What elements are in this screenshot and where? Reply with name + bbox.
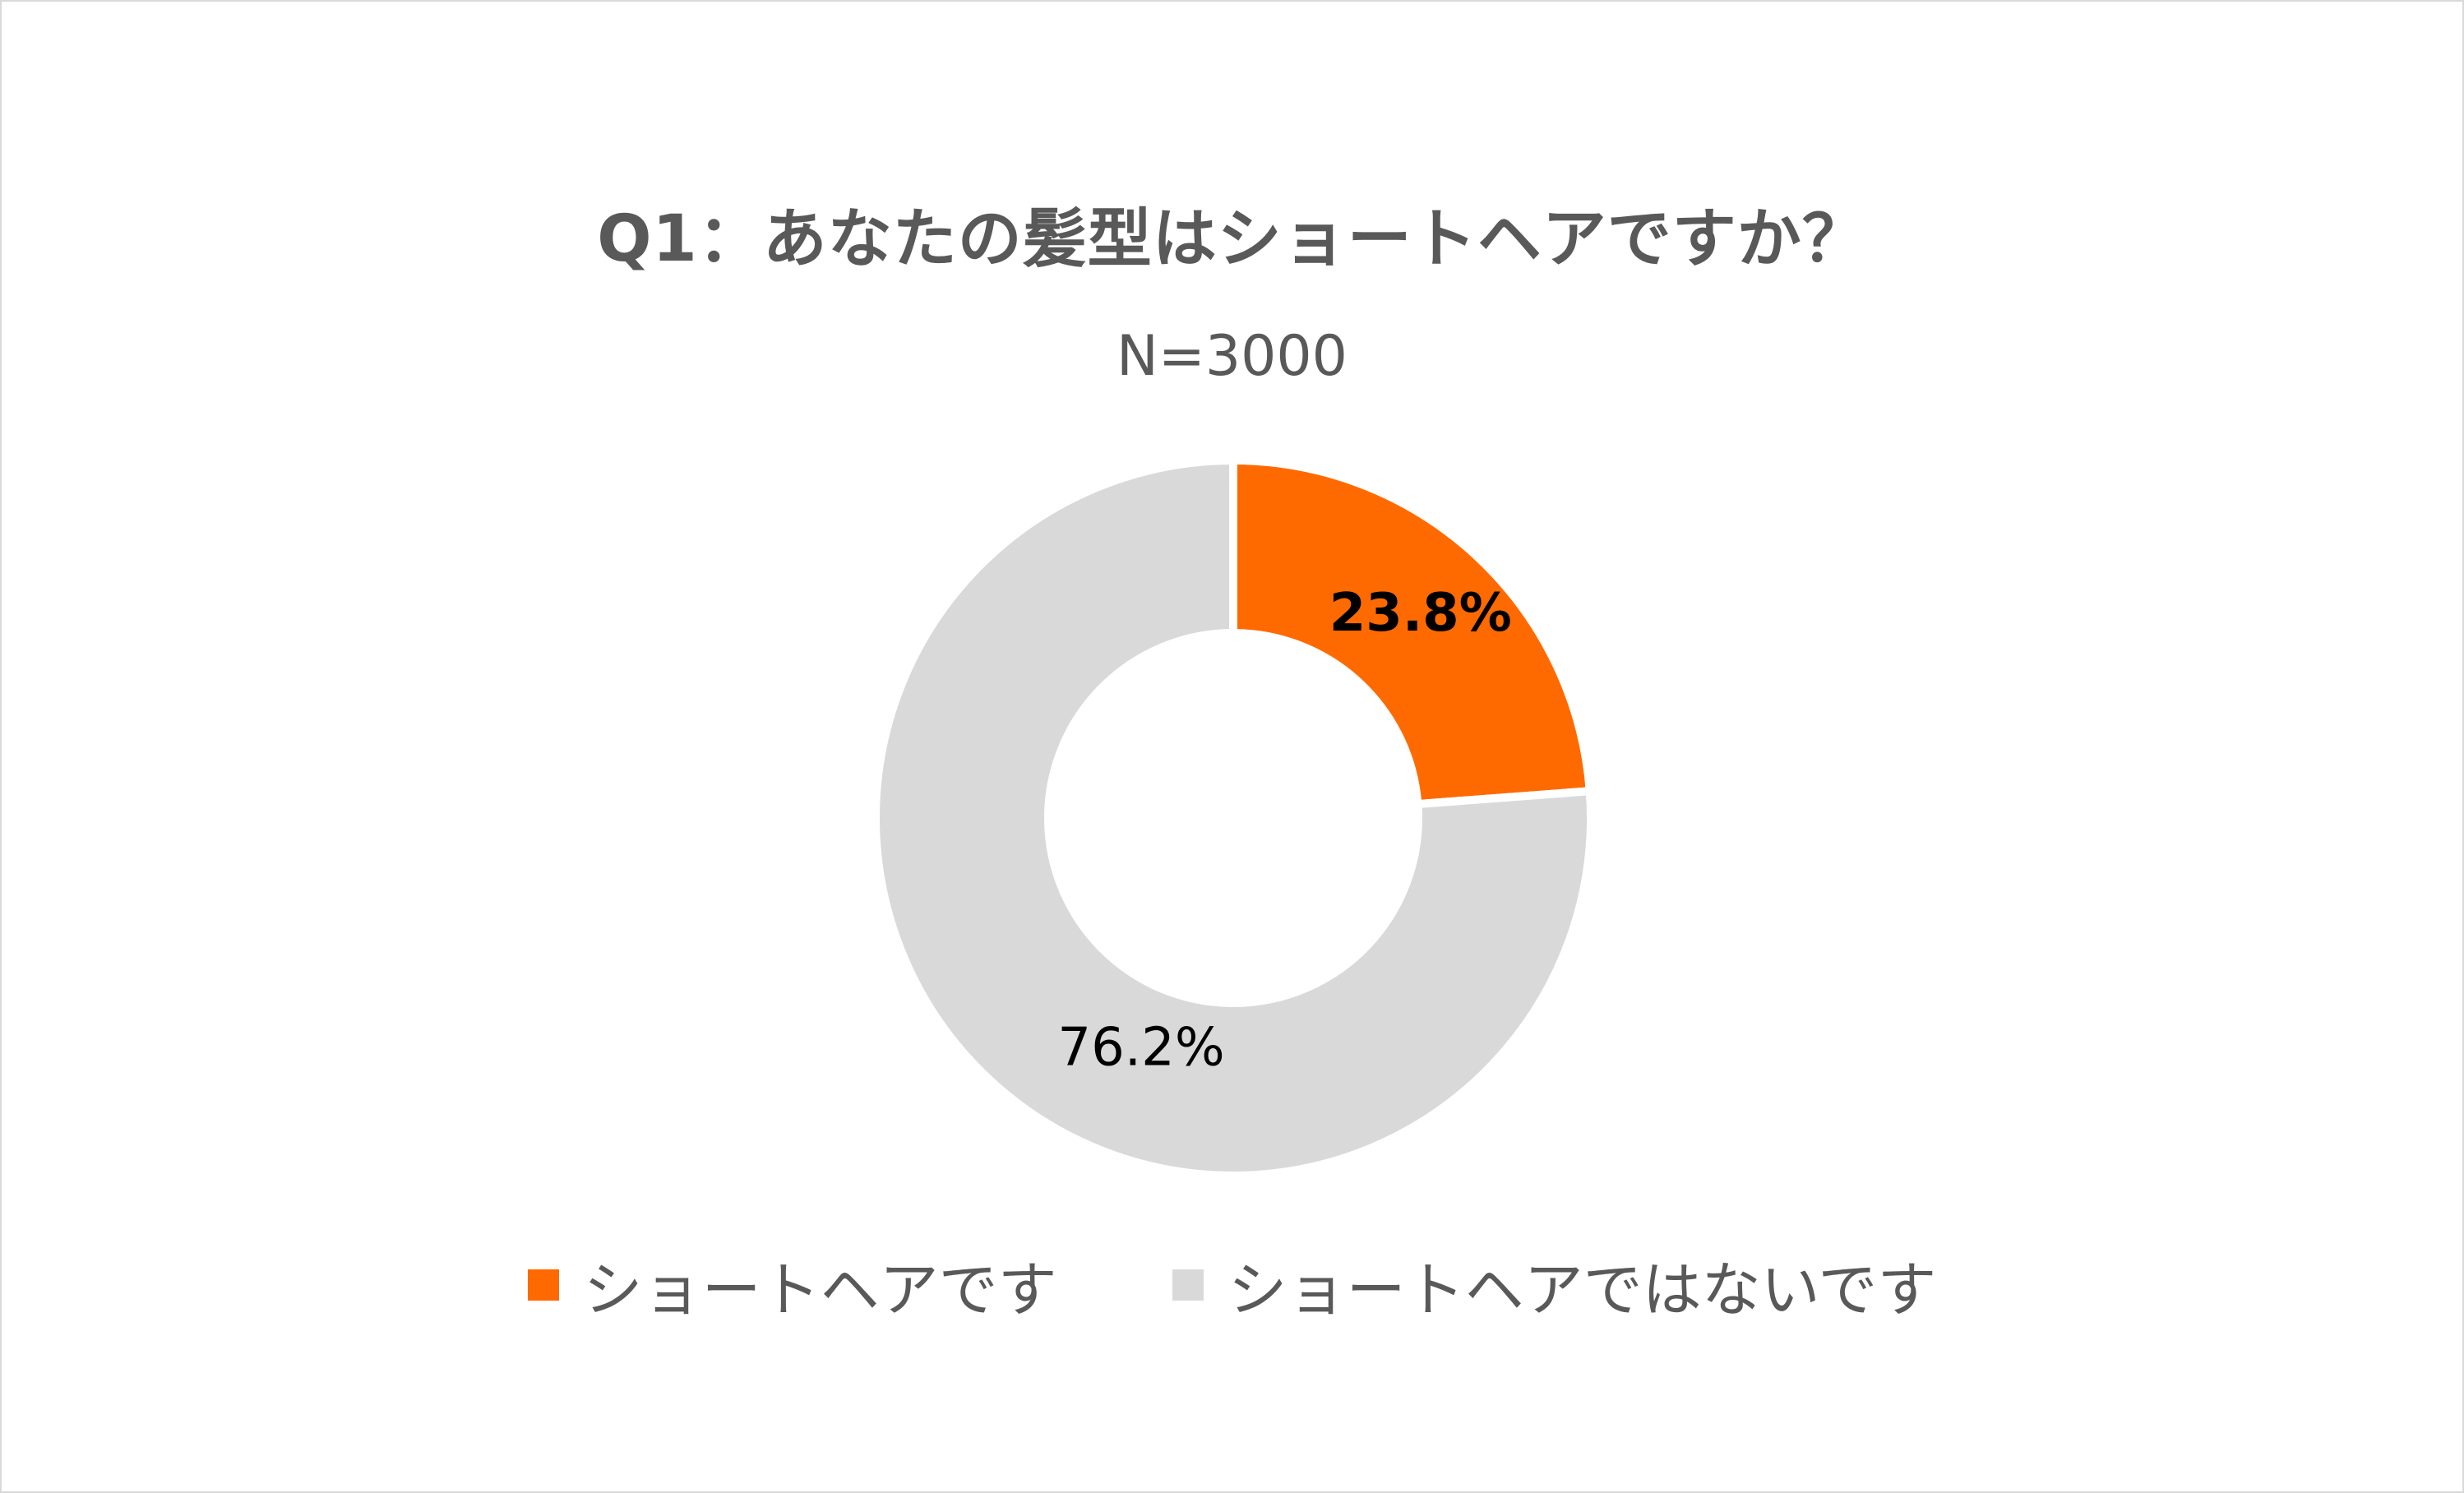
slice-not-short bbox=[871, 455, 1595, 1180]
legend-item-not-short: ショートヘアではないです bbox=[1172, 1241, 1937, 1328]
chart-subtitle: N=3000 bbox=[1116, 324, 1348, 389]
legend-item-short: ショートヘアです bbox=[527, 1241, 1057, 1328]
data-label-short: 23.8% bbox=[1329, 583, 1512, 644]
legend-swatch-not-short bbox=[1172, 1269, 1204, 1301]
chart-title: Q1：あなたの髪型はショートヘアですか？ bbox=[597, 202, 1867, 276]
legend: ショートヘアです ショートヘアではないです bbox=[0, 1241, 2464, 1328]
slice-short bbox=[1229, 455, 1595, 809]
legend-label-short: ショートヘアです bbox=[583, 1255, 1057, 1324]
legend-swatch-short bbox=[527, 1269, 559, 1301]
legend-label-not-short: ショートヘアではないです bbox=[1227, 1255, 1937, 1324]
data-label-not-short: 76.2% bbox=[1057, 1018, 1224, 1079]
